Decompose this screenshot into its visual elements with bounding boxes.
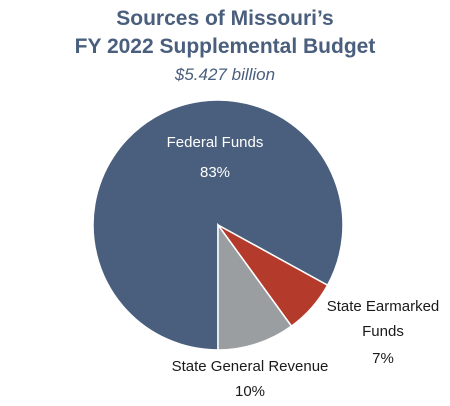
chart-subtitle: $5.427 billion (174, 65, 276, 84)
slice-label-federal-funds: Federal Funds (167, 134, 264, 151)
slice-value-state-earmarked: 7% (372, 350, 394, 367)
slice-value-federal-funds: 83% (200, 164, 230, 181)
slice-label-state-general-revenue: State General Revenue (172, 358, 329, 375)
pie-slice-state-general-revenue (217, 222, 293, 351)
slice-value-state-general-revenue: 10% (235, 383, 265, 400)
slice-label-state-earmarked-line-2: Funds (362, 323, 404, 340)
chart-title-line-1: Sources of Missouri’s (116, 7, 334, 30)
slice-label-state-earmarked-line-1: State Earmarked (327, 298, 440, 315)
chart-title-line-2: FY 2022 Supplemental Budget (74, 35, 376, 58)
